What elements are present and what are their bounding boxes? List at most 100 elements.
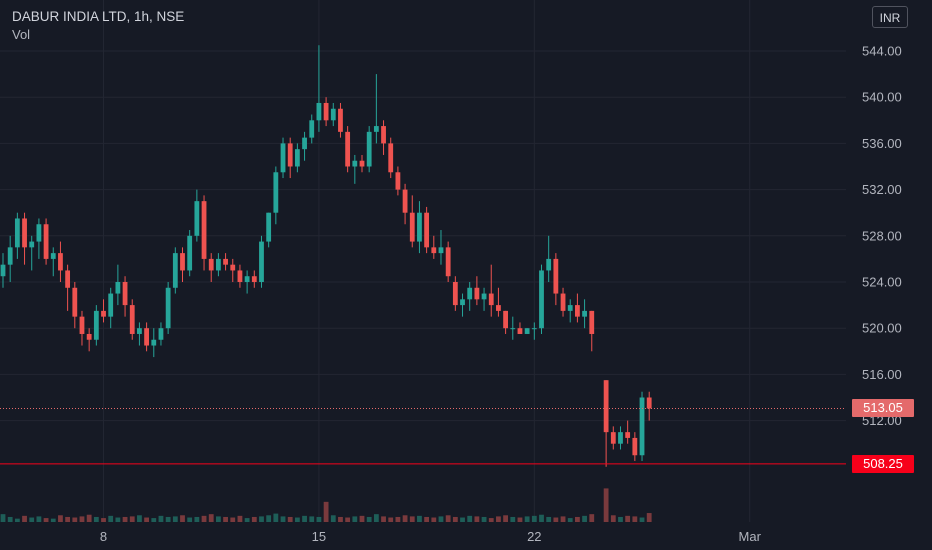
- time-axis[interactable]: 8 15 22 Mar: [100, 529, 762, 544]
- candle-body: [395, 172, 401, 190]
- candle-body: [646, 397, 652, 409]
- candle-body: [287, 143, 293, 167]
- candle-body: [22, 218, 27, 248]
- volume-bar: [467, 515, 473, 522]
- candle-body: [503, 310, 508, 329]
- volume-bar: [36, 516, 42, 522]
- candle-body: [417, 212, 422, 242]
- volume-bar: [93, 516, 99, 522]
- volume-bar: [323, 501, 329, 522]
- candle-body: [180, 253, 185, 271]
- candle-body: [625, 432, 631, 438]
- volume-bar: [352, 516, 358, 522]
- volume-bar: [603, 488, 609, 522]
- candle-body: [445, 247, 451, 277]
- candle-body: [381, 126, 386, 144]
- candle-body: [553, 258, 559, 294]
- volume-bar: [488, 518, 494, 522]
- volume-bar: [144, 517, 149, 522]
- time-tick-label: 8: [100, 529, 107, 544]
- volume-bar: [137, 515, 142, 522]
- candle-body: [589, 310, 595, 334]
- volume-bar: [273, 513, 279, 522]
- volume-bar: [632, 516, 638, 522]
- volume-bar: [58, 515, 63, 522]
- candle-body: [546, 258, 552, 271]
- volume-bar: [330, 515, 336, 522]
- candle-body: [7, 247, 13, 265]
- volume-bar: [108, 515, 114, 522]
- price-tick-label: 540.00: [862, 90, 902, 105]
- volume-bar: [553, 517, 559, 522]
- volume-bar: [187, 517, 193, 522]
- volume-bar: [589, 514, 595, 522]
- candle-body: [575, 305, 580, 317]
- candle-body: [424, 212, 430, 248]
- alert-price-tag[interactable]: 508.25: [852, 454, 914, 473]
- candle-body: [58, 253, 63, 271]
- volume-bar: [29, 517, 35, 522]
- time-tick-label: 15: [312, 529, 326, 544]
- volume-bar: [122, 516, 128, 522]
- volume-bar: [474, 516, 480, 522]
- volume-bar: [72, 517, 78, 522]
- volume-bar: [259, 516, 264, 522]
- volume-bar: [431, 517, 437, 522]
- candle-body: [366, 131, 372, 167]
- volume-bar: [496, 516, 501, 522]
- volume-bar: [373, 514, 379, 522]
- volume-bar: [22, 515, 27, 522]
- price-axis[interactable]: 512.00516.00520.00524.00528.00532.00536.…: [862, 44, 902, 429]
- candles: [0, 45, 652, 467]
- candle-body: [338, 108, 343, 132]
- volume-indicator-label[interactable]: Vol: [12, 27, 31, 42]
- volume-bar: [309, 516, 315, 522]
- volume-bar: [287, 516, 293, 522]
- candle-body: [567, 305, 573, 311]
- candle-body: [323, 102, 329, 121]
- price-tick-label: 532.00: [862, 182, 902, 197]
- candle-body: [280, 143, 286, 173]
- candle-body: [539, 270, 544, 329]
- volume-bar: [294, 517, 300, 522]
- price-tick-label: 520.00: [862, 321, 902, 336]
- price-level-lines: [0, 407, 846, 465]
- grid-lines: [0, 0, 846, 522]
- candle-body: [216, 258, 221, 271]
- candle-body: [496, 305, 501, 311]
- candle-body: [208, 258, 214, 271]
- price-tick-label: 528.00: [862, 228, 902, 243]
- volume-bar: [180, 515, 185, 522]
- volume-bar: [359, 515, 365, 522]
- last-price-tag: 513.05: [852, 399, 914, 418]
- volume-bars: [0, 488, 652, 522]
- volume-bar: [546, 516, 552, 522]
- volume-bar: [402, 515, 408, 522]
- volume-bar: [43, 518, 49, 522]
- candle-body: [488, 293, 494, 306]
- time-tick-label: 22: [527, 529, 541, 544]
- candle-body: [36, 224, 42, 242]
- candle-body: [388, 143, 394, 173]
- volume-bar: [208, 514, 214, 522]
- symbol-title[interactable]: DABUR INDIA LTD, 1h, NSE: [12, 9, 185, 24]
- volume-bar: [230, 517, 236, 522]
- volume-bar: [481, 516, 487, 522]
- volume-bar: [618, 516, 623, 522]
- volume-bar: [237, 515, 243, 522]
- volume-bar: [639, 517, 645, 522]
- volume-bar: [79, 516, 85, 522]
- volume-bar: [86, 514, 92, 522]
- volume-bar: [575, 516, 580, 522]
- candle-body: [194, 201, 200, 236]
- candle-body: [316, 102, 322, 121]
- candle-body: [65, 270, 71, 288]
- volume-bar: [460, 517, 465, 522]
- volume-bar: [158, 515, 164, 522]
- candle-body: [402, 189, 408, 213]
- currency-button[interactable]: INR: [872, 6, 908, 28]
- volume-bar: [302, 515, 307, 522]
- volume-bar: [510, 516, 516, 522]
- candle-body: [618, 432, 623, 444]
